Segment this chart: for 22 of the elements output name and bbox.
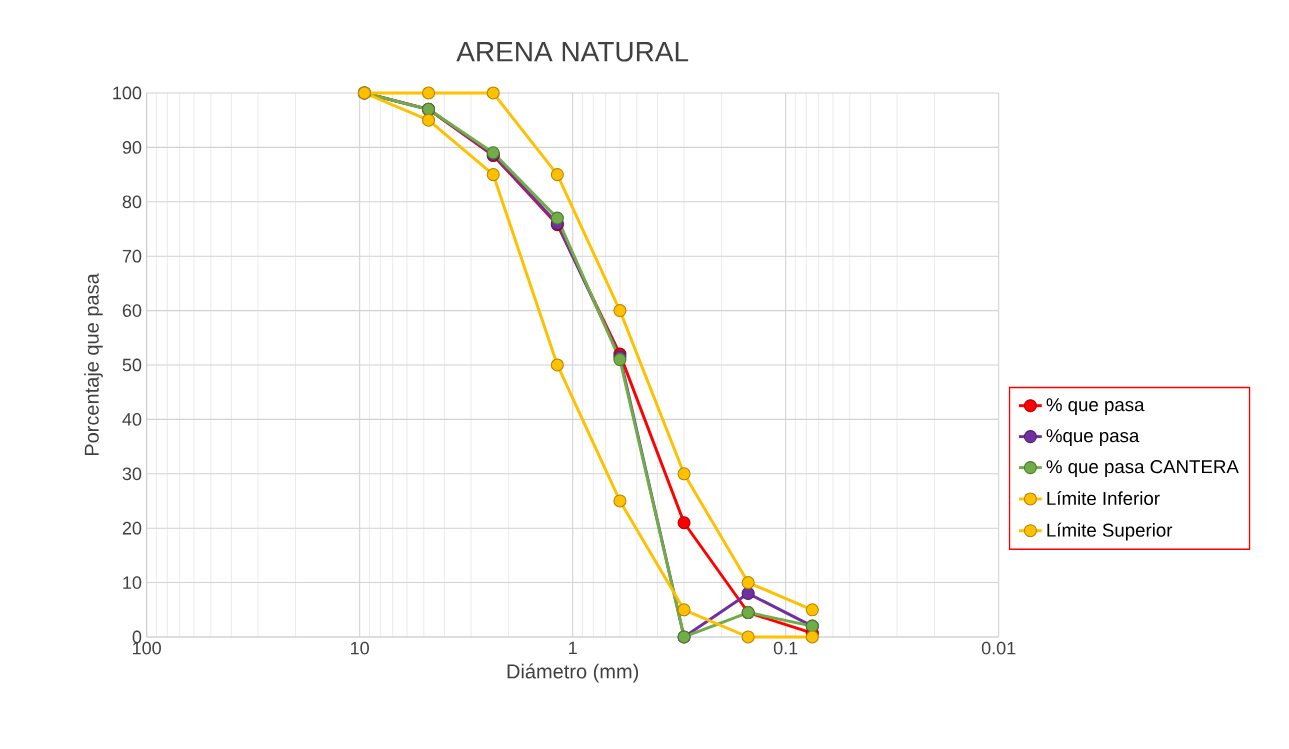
chart-title: ARENA NATURAL — [456, 42, 689, 62]
y-tick-label: 50 — [122, 358, 142, 372]
y-tick-label: 80 — [122, 195, 142, 209]
legend-label: Límite Superior — [1047, 522, 1173, 541]
x-tick-label: 10 — [351, 641, 369, 655]
legend-label: % que pasa CANTERA — [1046, 460, 1239, 477]
y-tick-label: 60 — [122, 304, 142, 317]
x-tick-label: 0.1 — [773, 641, 798, 655]
y-tick-label: 40 — [122, 413, 142, 426]
x-axis-title: Diámetro (mm) — [507, 663, 639, 683]
legend-label: % que pasa — [1046, 398, 1145, 416]
y-tick-label: 10 — [123, 576, 142, 589]
y-tick-label: 20 — [122, 521, 142, 535]
x-tick-label: 1 — [569, 641, 577, 655]
y-axis-title: Porcentaje que pasa — [84, 273, 103, 456]
legend-label: Límite Inferior — [1047, 491, 1160, 506]
y-tick-label: 100 — [113, 86, 142, 100]
y-tick-label: 70 — [122, 249, 142, 263]
legend-label: %que pasa — [1046, 429, 1140, 446]
y-tick-label: 90 — [122, 141, 142, 154]
y-tick-label: 30 — [122, 467, 142, 481]
x-tick-label: 0.01 — [981, 641, 1016, 655]
